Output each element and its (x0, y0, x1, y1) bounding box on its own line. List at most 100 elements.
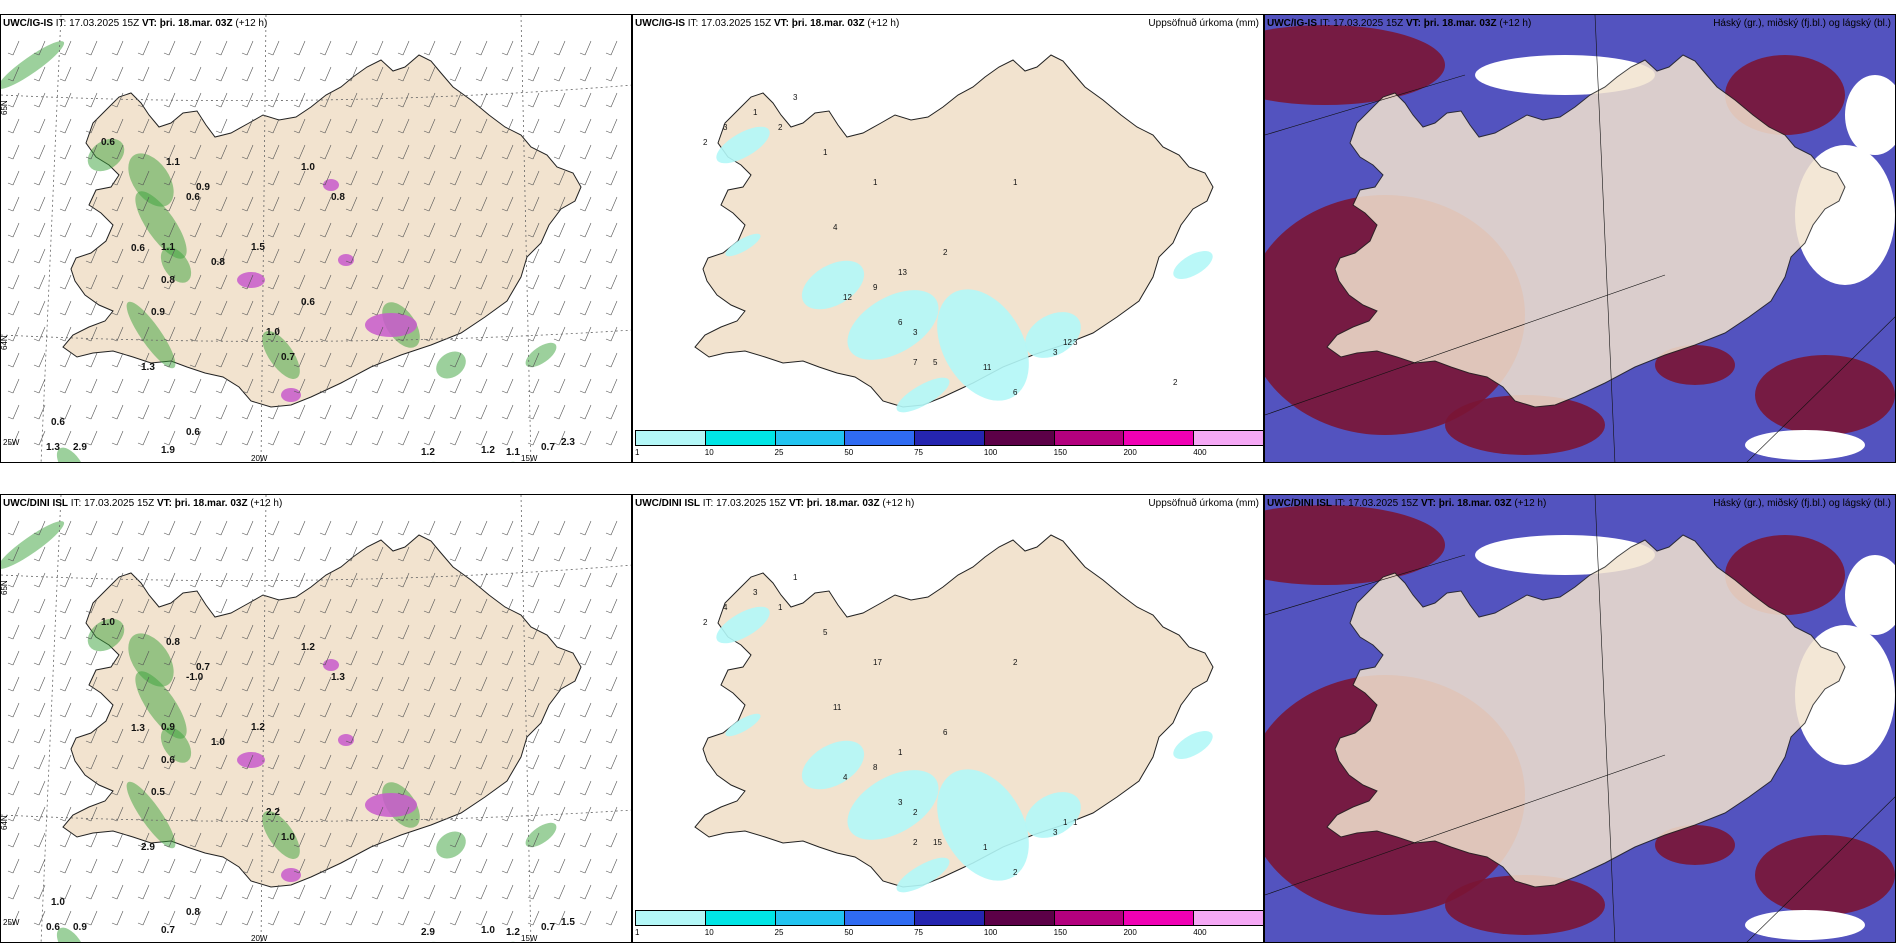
colorbar-swatch (635, 910, 706, 926)
precip-value-label: 12 (843, 293, 852, 302)
wind-value-label: 0.8 (211, 257, 225, 268)
colorbar-tick-label: 10 (704, 448, 714, 457)
precip-value-label: 1 (873, 178, 878, 187)
colorbar-tick-label: 50 (844, 448, 854, 457)
precip-value-label: 15 (933, 838, 942, 847)
wind-value-label: 1.3 (141, 362, 155, 373)
colorbar-tick-label: 75 (914, 928, 924, 937)
precip-value-label: 4 (833, 223, 838, 232)
precip-value-label: 17 (873, 658, 882, 667)
wind-value-label: 1.0 (301, 162, 315, 173)
iceland-land (62, 54, 582, 408)
precip-value-label: 1 (793, 573, 798, 582)
precip-value-label: 5 (933, 358, 938, 367)
wind-value-label: 0.6 (101, 137, 115, 148)
precip-value-label: 4 (843, 773, 848, 782)
panel-header: UWC/IG-IS IT: 17.03.2025 15Z VT: þri. 18… (3, 18, 268, 29)
wind-value-label: 0.8 (331, 192, 345, 203)
colorbar-swatch (1053, 430, 1125, 446)
precip-value-label: 8 (873, 763, 878, 772)
wind-value-label: 0.6 (186, 427, 200, 438)
wind-value-label: 0.9 (73, 922, 87, 933)
wind-value-label: 2.3 (561, 437, 575, 448)
wind-value-label: -1.0 (186, 672, 204, 683)
colorbar-tick-label: 75 (914, 448, 924, 457)
cloud-title: Háský (gr.), miðský (fj.bl.) og lágský (… (1713, 498, 1891, 509)
wind-value-label: 1.1 (166, 157, 180, 168)
precip-value-label: 1 (1073, 818, 1078, 827)
precip-value-label: 3 (753, 588, 758, 597)
colorbar-tick-label: 400 (1193, 448, 1207, 457)
wind-value-label: 1.2 (251, 722, 265, 733)
wind-value-label: 0.6 (51, 417, 65, 428)
wind-value-label: 1.0 (101, 617, 115, 628)
wind-value-label: 2.2 (266, 807, 280, 818)
colorbar-tick-label: 150 (1053, 448, 1068, 457)
wind-value-label: 1.0 (481, 925, 495, 936)
precip-value-label: 1 (1013, 178, 1018, 187)
graticule (1265, 15, 1895, 462)
precip-value-label: 1 (898, 748, 903, 757)
wind-value-label: 1.5 (251, 242, 265, 253)
colorbar-tick-label: 100 (983, 448, 998, 457)
lon-label: 20W (251, 934, 268, 943)
graticule (1265, 495, 1895, 942)
wind-value-label: 1.1 (506, 447, 520, 458)
precip-value-label: 1 (823, 148, 828, 157)
precip-value-label: 2 (913, 838, 918, 847)
precip-value-label: 3 (723, 123, 728, 132)
wind-value-label: 0.8 (161, 275, 175, 286)
precip-value-label: 2 (703, 138, 708, 147)
lon-label: 25W (3, 438, 20, 447)
wind-value-label: 0.7 (161, 925, 175, 936)
colorbar-tick-label: 1 (635, 448, 640, 457)
precip-panel-row1: UWC/IG-IS IT: 17.03.2025 15Z VT: þri. 18… (632, 14, 1264, 463)
precip-value-label: 6 (898, 318, 903, 327)
cloud-map (1265, 495, 1895, 942)
wind-value-label: 0.9 (161, 722, 175, 733)
precip-value-label: 11 (833, 703, 842, 712)
precip-shading (716, 126, 1213, 413)
wind-value-label: 1.2 (421, 447, 435, 458)
precip-value-label: 2 (1013, 868, 1018, 877)
colorbar-tick-label: 200 (1123, 448, 1137, 457)
wind-value-label: 1.5 (561, 917, 575, 928)
precip-value-label: 4 (723, 603, 728, 612)
iceland-land (1326, 534, 1846, 888)
wind-map: 65N 64N 25W 20W 15W 1.0 0.8 0.7 1.3 0.9 -1.0 1.2 1.0… (1, 495, 631, 943)
colorbar-swatch (1193, 910, 1263, 926)
wind-value-label: 0.7 (281, 352, 295, 363)
colorbar-tick-label: 400 (1193, 928, 1207, 937)
cloud-title: Háský (gr.), miðský (fj.bl.) og lágský (… (1713, 18, 1891, 29)
lon-label: 15W (521, 934, 538, 943)
precip-value-label: 1 (753, 108, 758, 117)
precip-value-label: 1 (983, 843, 988, 852)
wind-barbs (7, 520, 618, 926)
colorbar-swatch (914, 430, 985, 446)
lat-label: 65N (1, 100, 9, 115)
colorbar-swatch (1193, 430, 1263, 446)
colorbar-swatch (1123, 910, 1195, 926)
wind-value-label: 0.9 (196, 182, 210, 193)
colorbar-swatch (983, 430, 1055, 446)
precip-title: Uppsöfnuð úrkoma (mm) (1148, 498, 1259, 509)
lon-label: 15W (521, 454, 538, 463)
precip-colorbar: 1 10 25 50 75 100 150 200 400 (635, 430, 1263, 460)
panel-header: UWC/IG-IS IT: 17.03.2025 15Z VT: þri. 18… (1267, 18, 1891, 29)
precip-value-label: 2 (778, 123, 783, 132)
wind-value-label: 1.0 (266, 327, 280, 338)
cloud-panel-row2: UWC/DINI ISL IT: 17.03.2025 15Z VT: þri.… (1264, 494, 1896, 943)
precip-value-label: 7 (913, 358, 918, 367)
cloud-map (1265, 15, 1895, 462)
cloud-low (1475, 535, 1895, 940)
wind-value-label: 1.0 (211, 737, 225, 748)
lon-label: 20W (251, 454, 268, 463)
precip-value-label: 9 (873, 283, 878, 292)
colorbar-swatch (704, 430, 776, 446)
wind-panel-row1: UWC/IG-IS IT: 17.03.2025 15Z VT: þri. 18… (0, 14, 632, 463)
colorbar-swatch (844, 430, 916, 446)
colorbar-swatch (774, 910, 846, 926)
wind-value-label: 0.6 (186, 192, 200, 203)
